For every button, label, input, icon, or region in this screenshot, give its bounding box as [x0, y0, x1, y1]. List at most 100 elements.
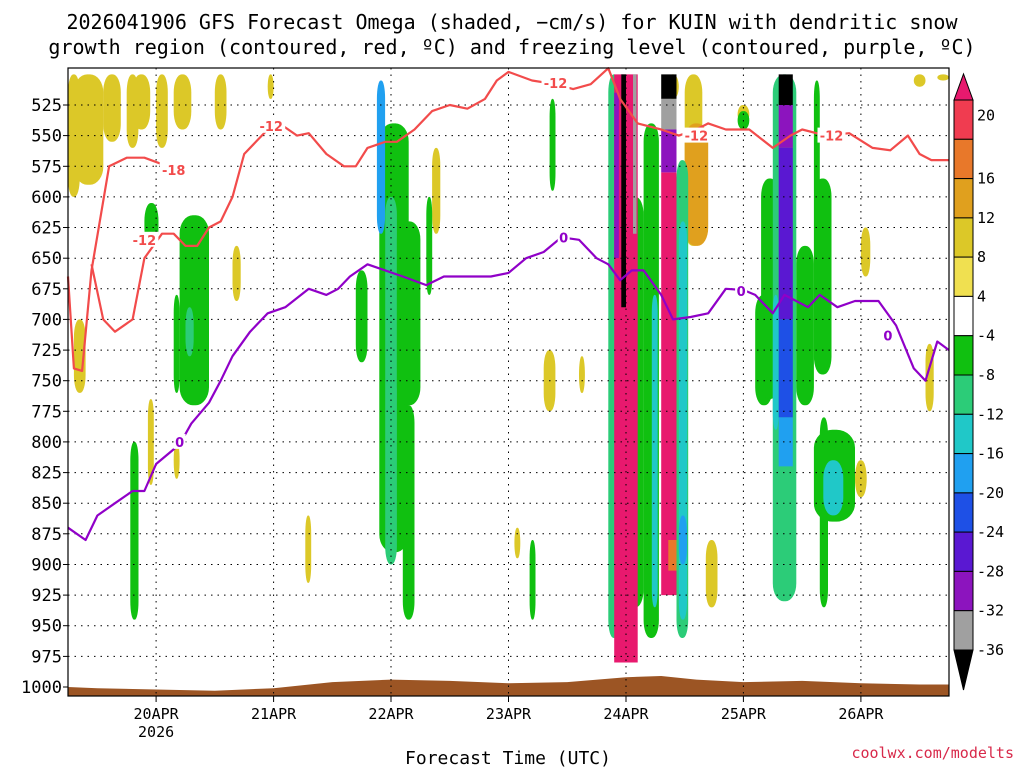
x-tick-label: 25APR: [721, 705, 767, 723]
y-tick-label: 725: [31, 341, 62, 361]
omega-region: [651, 294, 658, 608]
colorbar-top-arrow: [953, 72, 974, 101]
y-tick-label: 1000: [21, 678, 62, 698]
y-tick-label: 900: [31, 556, 62, 576]
y-tick-label: 850: [31, 494, 62, 514]
contour-label: 0: [175, 436, 184, 451]
contour-label: -12: [820, 130, 844, 145]
omega-band: [778, 147, 793, 320]
colorbar-segment: [953, 256, 974, 297]
y-tick-label: 600: [31, 188, 62, 208]
colorbar-tick-label: 4: [977, 287, 986, 305]
contour-label-bg: [735, 283, 748, 299]
y-tick-label: 650: [31, 249, 62, 269]
omega-band: [661, 129, 677, 173]
omega-region: [823, 460, 844, 516]
omega-region: [179, 215, 209, 406]
omega-region: [772, 294, 779, 430]
y-axis-ticks: 525 550 575 600 625 650 675 700 725 750 775 800 825 8…: [21, 96, 68, 698]
colorbar-tick-label: -28: [977, 562, 1004, 580]
omega-region: [147, 399, 154, 485]
omega-region: [376, 80, 386, 234]
colorbar-tick-label: 16: [977, 170, 995, 188]
omega-region: [432, 147, 441, 234]
contour-label-bg: [682, 127, 711, 143]
omega-region: [355, 270, 368, 363]
contour-label-bg: [557, 229, 570, 245]
colorbar-tick-label: -20: [977, 484, 1004, 502]
y-tick-label: 575: [31, 157, 62, 177]
omega-region: [549, 98, 556, 191]
omega-region: [132, 74, 151, 130]
omega-region: [913, 74, 926, 87]
colorbar-segment: [953, 99, 974, 140]
y-tick-label: 550: [31, 127, 62, 147]
colorbar-segment: [953, 178, 974, 219]
colorbar-tick-label: -8: [977, 366, 995, 384]
colorbar-tick-label: 12: [977, 209, 995, 227]
snow-growth-contour: [90, 67, 949, 333]
x-tick-label: 23APR: [486, 705, 532, 723]
colorbar-tick-label: -12: [977, 405, 1004, 423]
omega-region: [579, 356, 585, 393]
colorbar-segment: [953, 413, 974, 455]
omega-region: [426, 196, 433, 295]
x-tick-sublabel: 2026: [138, 723, 174, 741]
omega-band: [778, 74, 793, 105]
colorbar-segment: [953, 217, 974, 258]
contour-label: -12: [685, 130, 709, 145]
omega-region: [684, 123, 709, 246]
contour-label: -12: [133, 234, 157, 249]
y-tick-label: 975: [31, 647, 62, 667]
colorbar-tick-label: -24: [977, 523, 1004, 541]
colorbar-segment: [953, 453, 974, 494]
omega-region: [232, 245, 241, 301]
contour-label-bg: [817, 127, 846, 143]
omega-region: [813, 80, 820, 210]
y-tick-label: 800: [31, 433, 62, 453]
y-tick-label: 775: [31, 402, 62, 422]
omega-region: [173, 294, 180, 393]
omega-band: [661, 172, 677, 596]
y-tick-label: 700: [31, 310, 62, 330]
colorbar-segment: [953, 610, 974, 651]
contour-label-bg: [541, 74, 570, 90]
colorbar-segment: [953, 570, 974, 612]
colorbar-tick-label: -16: [977, 445, 1004, 463]
omega-band: [614, 92, 619, 259]
omega-region: [267, 74, 274, 99]
y-tick-label: 825: [31, 464, 62, 484]
colorbar-tick-label: 8: [977, 248, 986, 266]
omega-region: [860, 227, 871, 277]
omega-band: [633, 74, 637, 234]
contour-label-bg: [881, 327, 894, 343]
omega-region: [796, 245, 814, 406]
colorbar-segment: [953, 335, 974, 376]
omega-region: [156, 74, 168, 148]
omega-band: [778, 417, 793, 467]
colorbar-tick-label: -4: [977, 327, 995, 345]
colorbar-segment: [953, 531, 974, 572]
omega-region: [130, 441, 139, 620]
omega-region: [173, 74, 192, 130]
omega-band: [661, 74, 677, 99]
colorbar-tick-label: -36: [977, 641, 1004, 659]
omega-shading: [68, 74, 949, 663]
y-tick-label: 675: [31, 280, 62, 300]
contour-label: 0: [559, 231, 568, 246]
colorbar: 20 16 12 8 4 -4 -8 -12 -16 -20 -24 -28 -32 -36: [953, 72, 1004, 691]
site-credit: coolwx.com/modelts: [851, 744, 1014, 762]
contour-label: -18: [162, 164, 186, 179]
x-tick-label: 20APR: [134, 705, 180, 723]
chart-title-line-1: 2026041906 GFS Forecast Omega (shaded, −…: [66, 10, 958, 34]
contour-label-bg: [173, 433, 186, 449]
omega-region: [214, 74, 227, 130]
y-tick-label: 750: [31, 372, 62, 392]
omega-region: [529, 540, 536, 620]
contour-label: -12: [259, 120, 283, 135]
y-tick-label: 625: [31, 219, 62, 239]
omega-region: [185, 307, 194, 357]
x-tick-label: 22APR: [368, 705, 414, 723]
